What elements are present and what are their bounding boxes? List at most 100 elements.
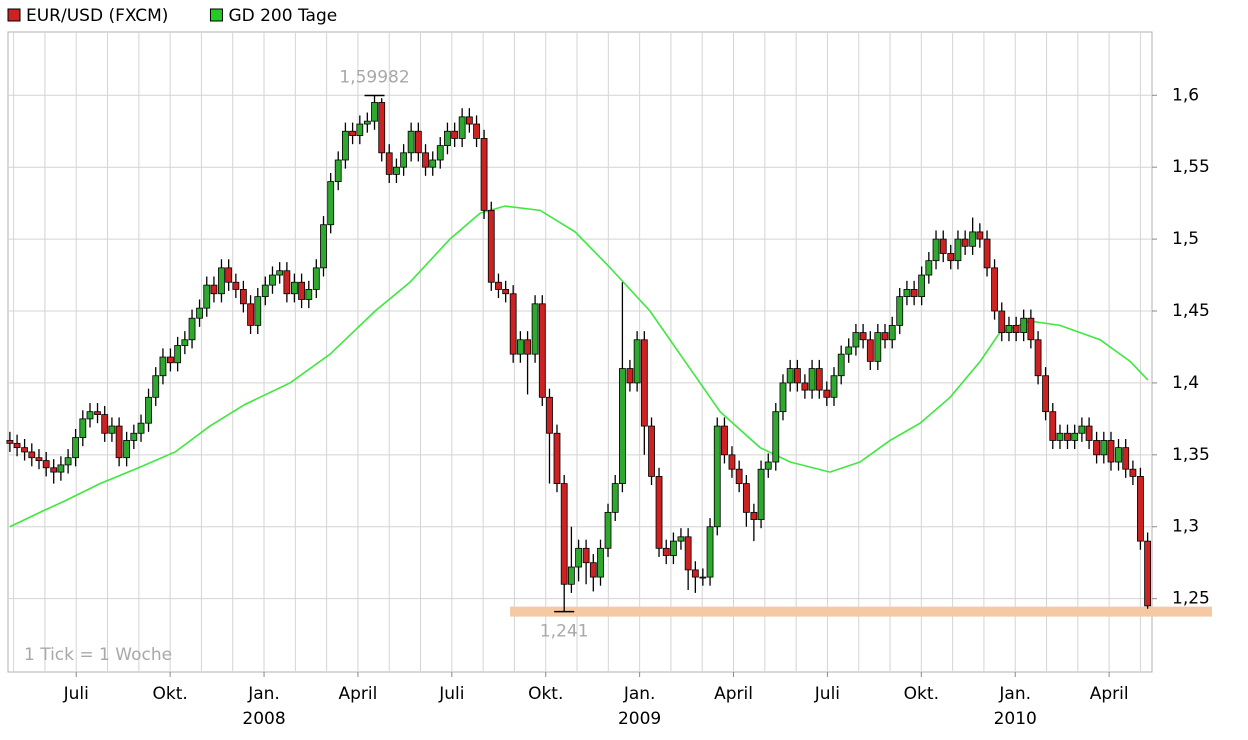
x-tick-label: Juli [438,684,464,704]
candle-body [881,332,889,341]
candle-body [400,152,408,168]
candle-body [1012,324,1020,333]
candle-body [779,382,787,413]
candle-body [1027,317,1035,341]
y-tick-label: 1,55 [1172,157,1210,177]
candle-body [327,181,335,226]
candle-body [225,267,233,283]
candle-body [371,102,378,122]
candle-body [6,440,14,444]
candle-body [575,547,582,568]
year-label: 2009 [618,709,661,729]
candle-body [356,123,364,136]
candle-body [1085,425,1093,441]
candle-body [50,467,58,473]
candle-body [203,284,211,309]
candle-body [167,356,174,364]
candle-body [1122,447,1130,470]
y-tick-label: 1,5 [1172,229,1199,249]
candle-body [72,437,80,459]
legend-swatch [7,8,21,22]
candle-body [239,289,247,305]
candle-body [422,152,429,168]
candle-body [837,353,845,377]
candle-body [531,303,539,355]
candle-body [436,145,444,161]
candle-body [866,339,874,362]
candle-body [101,414,109,434]
candle-body [815,368,823,391]
candle-body [764,461,772,470]
candle-body [918,274,926,298]
x-tick-label: Okt. [528,684,563,704]
candle-body [1042,375,1049,413]
candle-body [196,307,203,319]
candle-body [495,281,502,290]
y-tick-label: 1,25 [1172,589,1210,609]
x-tick-label: Jan. [623,684,656,704]
candle-body [188,317,196,341]
candle-body [1078,425,1086,434]
candle-body [648,425,655,477]
candle-body [269,274,276,286]
candle-body [677,536,685,542]
y-tick-label: 1,3 [1172,517,1199,537]
candle-body [976,231,984,240]
extreme-label: 1,241 [540,622,589,642]
candle-body [181,339,189,346]
candle-body [276,270,284,276]
candle-body [1137,476,1144,542]
candle-body [145,396,152,424]
candle-body [123,440,131,459]
x-tick-label: Juli [63,684,89,704]
candle-body [772,411,780,463]
moving-average-line [9,205,1149,528]
candle-body [1071,432,1079,441]
candle-body [932,238,940,262]
candle-body [378,102,386,154]
candle-body [320,224,327,269]
candle-body [1115,447,1122,463]
candle-body [852,332,860,348]
candle-body [939,238,947,254]
x-tick-label: April [1090,684,1129,704]
candle-body [567,566,575,585]
candle-body [589,562,597,578]
candle-body [108,425,116,434]
candle-body [174,345,182,364]
candle-body [1129,468,1137,477]
candle-body [947,253,955,262]
candle-body [130,432,138,441]
candle-body [961,238,969,247]
candle-body [640,339,648,427]
candle-body [699,576,707,579]
candle-body [582,547,590,564]
candle-body [742,483,750,513]
legend-label: GD 200 Tage [228,6,337,26]
candle-body [903,289,911,298]
candle-body [312,267,320,290]
candle-body [713,425,721,528]
candle-body [480,138,488,211]
candle-body [991,267,998,312]
candle-body [1100,440,1108,456]
candle-body [684,536,692,571]
candle-body [516,339,524,355]
candle-body [969,231,977,247]
y-tick-label: 1,6 [1172,85,1199,105]
candle-body [524,339,531,355]
candle-body [1107,440,1115,463]
candle-body [691,569,699,578]
y-tick-label: 1,4 [1172,373,1199,393]
candle-body [750,511,758,520]
candle-body [626,368,634,384]
candle-body [546,396,553,434]
candle-body [64,457,72,466]
x-tick-label: Jan. [247,684,280,704]
candle-body [983,238,991,269]
candle-body [414,130,422,154]
x-tick-label: Jan. [998,684,1031,704]
candle-body [79,418,87,438]
year-label: 2008 [242,709,285,729]
